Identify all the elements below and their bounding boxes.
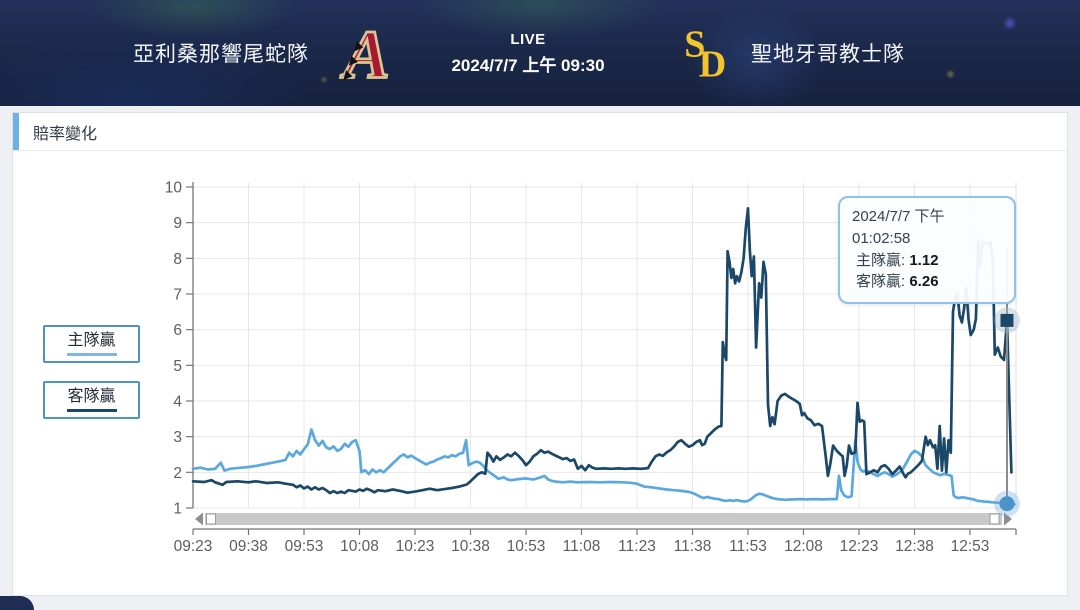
y-tick-label: 4 [173,394,182,411]
panel-title-row: 賠率變化 [13,113,1067,151]
x-tick-label: 10:08 [340,538,379,555]
x-tick-label: 11:38 [674,538,712,555]
match-header: 亞利桑那響尾蛇隊 A LIVE 2024/7/7 上午 09:30 S D 聖地… [0,0,1080,106]
away-point-marker [1000,313,1014,327]
tooltip-timestamp: 2024/7/7 下午 01:02:58 [852,208,945,247]
legend-color-home [66,352,117,356]
series-line-away-win [191,207,1013,495]
legend-button-home-win[interactable]: 主隊贏 [43,325,140,363]
x-tick-label: 12:53 [951,538,990,555]
series-line-home-win [191,428,1016,506]
chart-grid [193,183,1017,509]
home-team-block: 亞利桑那響尾蛇隊 A [0,17,403,89]
y-tick-label: 7 [173,287,182,304]
legend-button-away-win[interactable]: 客隊贏 [43,381,140,419]
diamondbacks-logo-icon: A [327,17,403,89]
svg-text:S: S [684,24,705,66]
svg-text:D: D [699,44,726,82]
y-tick-label: 3 [173,429,182,446]
page-corner-decoration [0,596,34,610]
y-tick-label: 10 [165,180,183,197]
x-tick-label: 11:23 [618,538,656,555]
x-tick-label: 09:23 [174,538,213,555]
legend-color-away [66,408,117,412]
chart-axes: 1 2 3 4 5 6 7 8 9 10 09:23 09:38 09:53 10:08 10:23 10:3… [165,180,1017,555]
x-tick-label: 09:38 [229,538,268,555]
x-tick-label: 10:38 [451,538,490,555]
chart-scrollbar[interactable] [195,512,1012,526]
match-status-block: LIVE 2024/7/7 上午 09:30 [403,31,653,76]
live-badge: LIVE [510,30,546,48]
padres-logo-icon: S D [677,24,735,82]
x-tick-label: 12:38 [895,538,934,555]
away-team-block: S D 聖地牙哥教士隊 [653,24,1080,82]
scrollbar-track[interactable] [205,513,1002,525]
legend-label-home-win: 主隊贏 [67,332,116,350]
x-tick-label: 12:23 [840,538,879,555]
x-tick-label: 10:53 [507,538,546,555]
scrollbar-left-arrow-icon[interactable] [195,512,203,526]
x-tick-label: 11:53 [729,538,767,555]
x-tick-label: 12:08 [784,538,823,555]
home-team-name: 亞利桑那響尾蛇隊 [133,43,309,66]
y-tick-label: 5 [173,358,182,375]
y-tick-label: 9 [173,215,182,232]
scrollbar-right-handle[interactable] [989,513,1000,525]
x-tick-label: 11:08 [563,538,601,555]
tooltip-home-row: 主隊贏: 1.12 [856,251,939,269]
match-start-time: 2024/7/7 上午 09:30 [451,55,605,75]
tooltip-away-row: 客隊贏: 6.26 [856,273,939,291]
panel-title: 賠率變化 [33,125,98,143]
away-team-name: 聖地牙哥教士隊 [751,43,905,66]
chart-tooltip: 2024/7/7 下午 01:02:58 主隊贏: 1.12 客隊贏: 6.26 [838,196,1016,304]
home-point-marker [999,496,1015,512]
x-tick-label: 10:23 [396,538,435,555]
title-accent-bar [13,113,19,150]
scrollbar-left-handle[interactable] [206,513,216,525]
y-tick-label: 6 [173,322,182,339]
scrollbar-right-arrow-icon[interactable] [1004,512,1012,526]
y-tick-label: 8 [173,251,182,268]
x-tick-label: 09:53 [285,538,324,555]
y-tick-label: 1 [173,501,182,518]
y-tick-label: 2 [173,465,182,482]
legend-label-away-win: 客隊贏 [67,388,116,406]
